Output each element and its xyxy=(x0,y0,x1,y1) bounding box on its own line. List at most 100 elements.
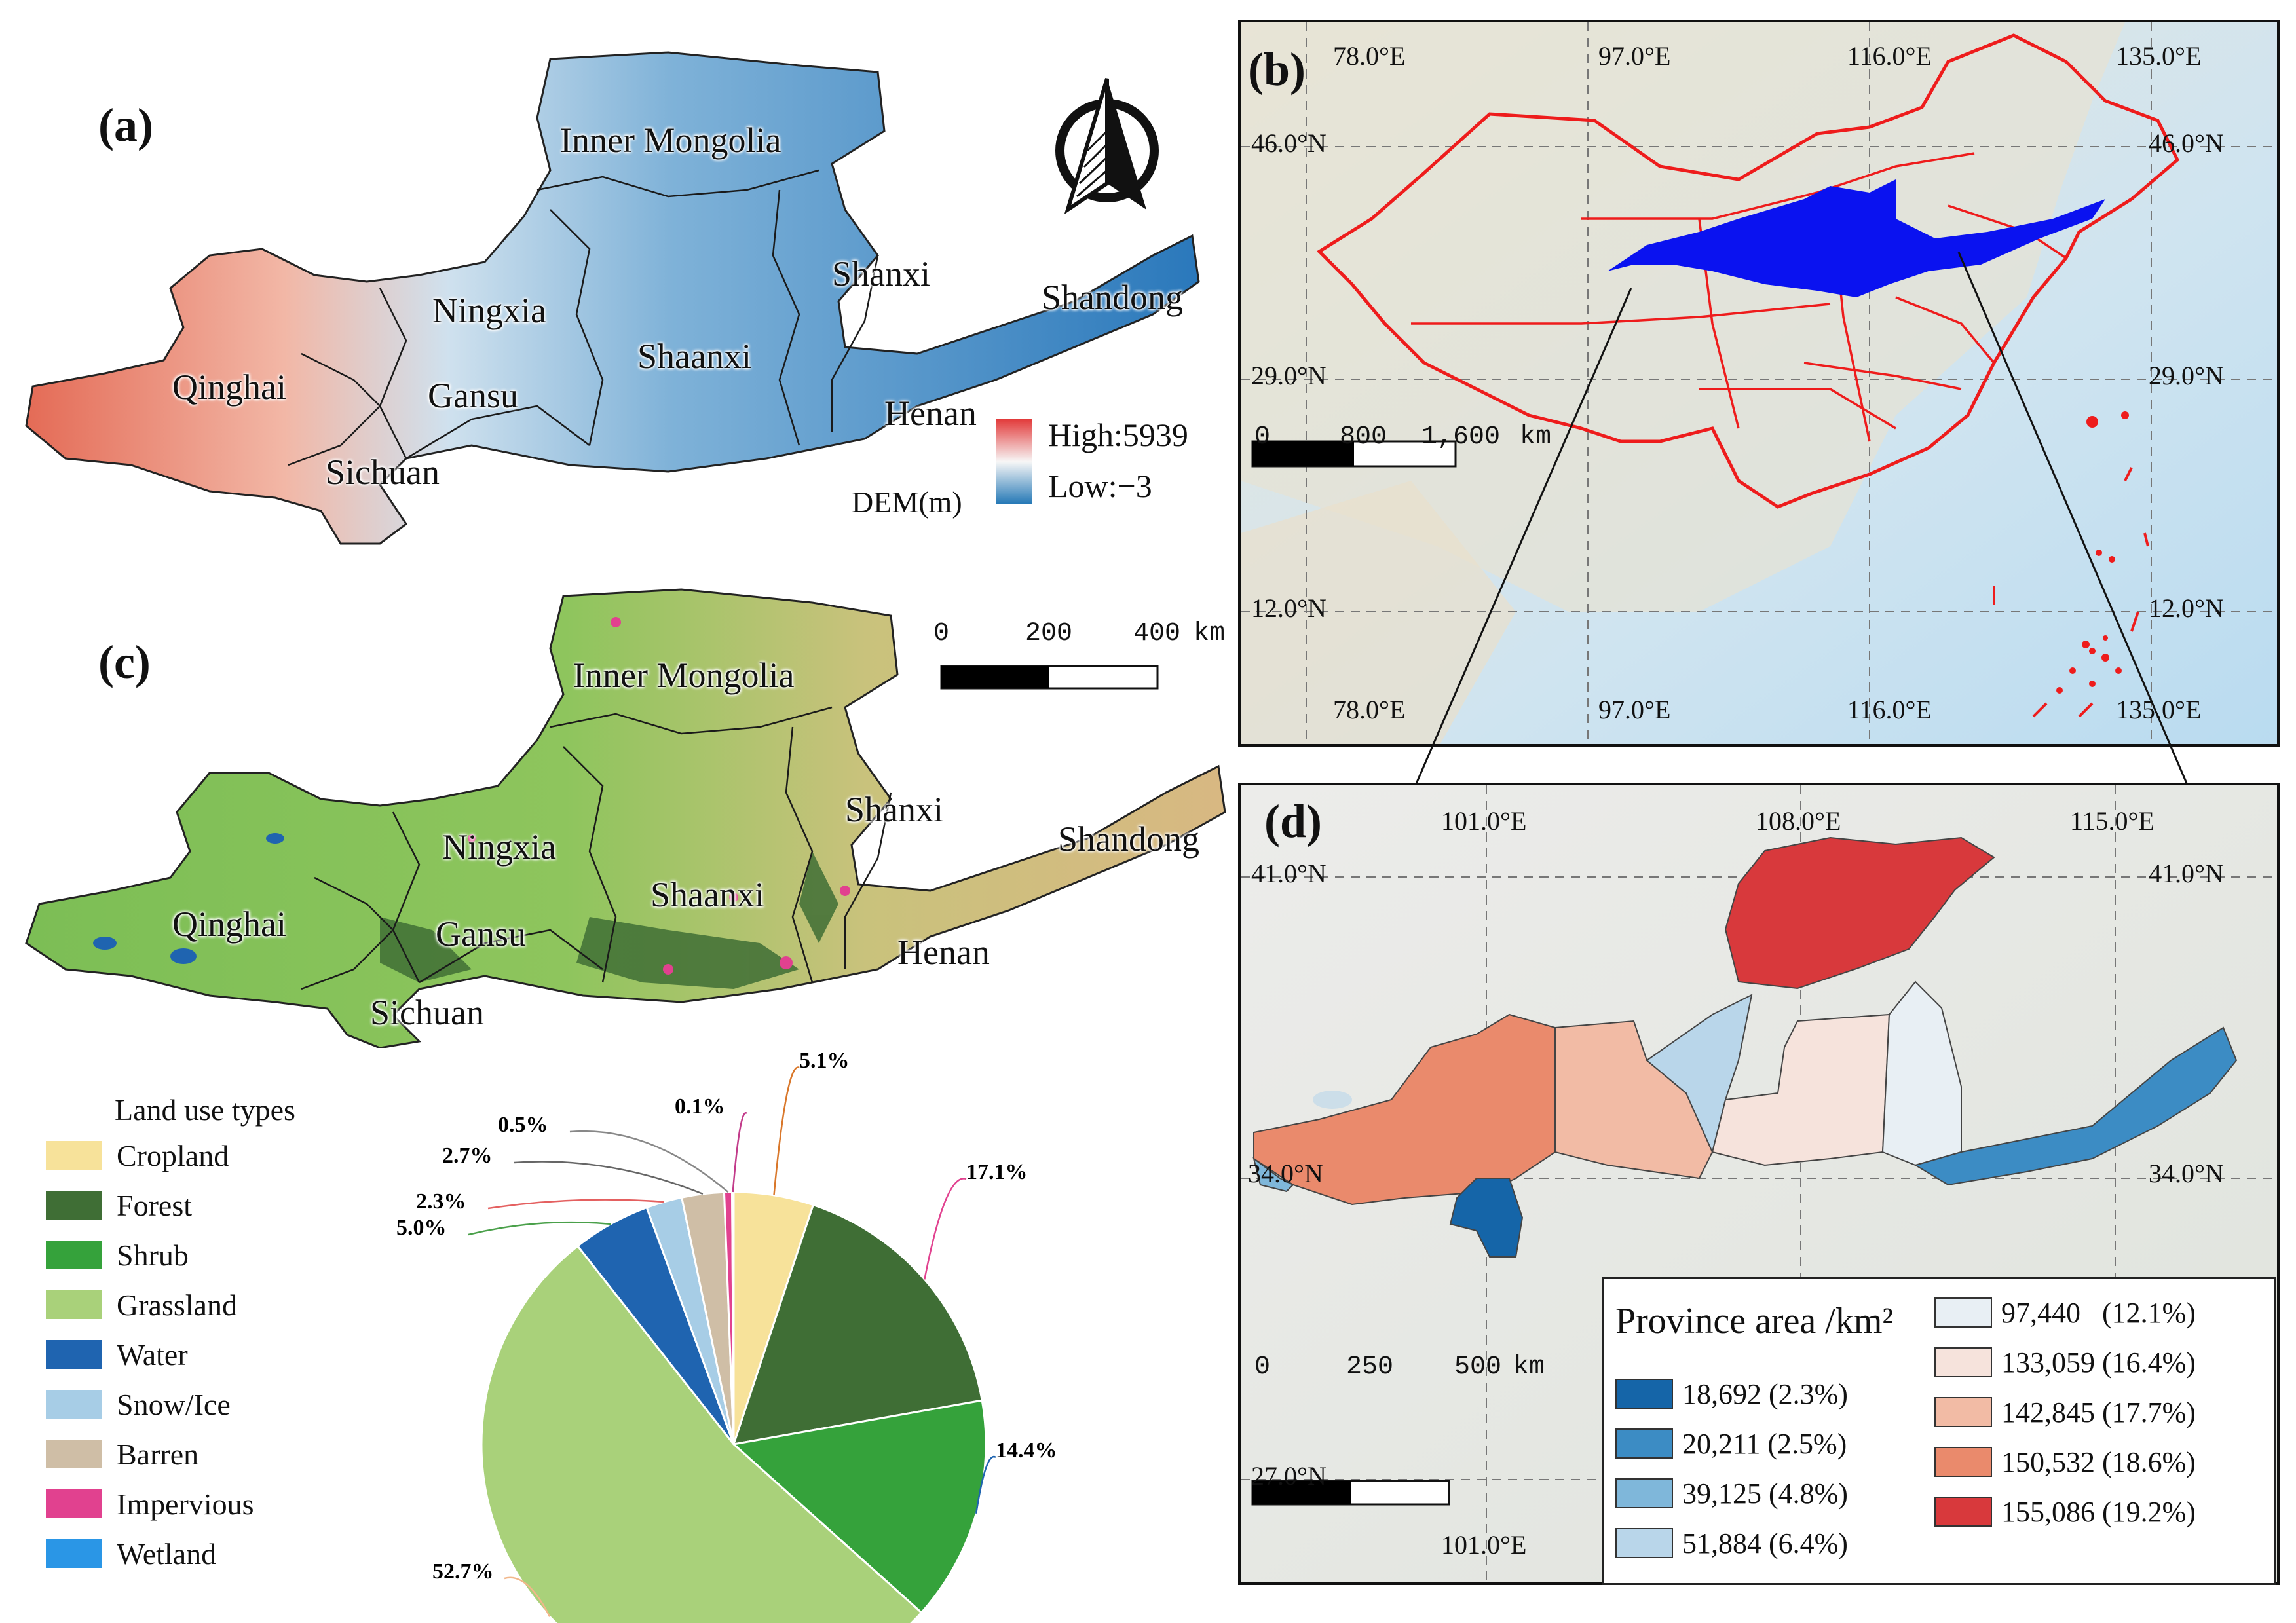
c-scale-unit: km xyxy=(1194,619,1226,648)
b-lat-left-2: 29.0°N xyxy=(1251,361,1327,390)
b-lon-top-1: 78.0°E xyxy=(1333,41,1406,71)
pie-leader-line xyxy=(924,1178,967,1280)
area-class-label: 155,086 (19.2%) xyxy=(2001,1495,2196,1528)
d-lon-top-3: 115.0°E xyxy=(2070,806,2155,836)
legend-swatch xyxy=(46,1489,102,1518)
province-boundaries-a xyxy=(288,169,879,466)
pie-leader-line xyxy=(569,1130,729,1193)
b-scale-1: 800 xyxy=(1340,422,1387,452)
d-lon-top-1: 101.0°E xyxy=(1441,806,1527,836)
area-class-swatch xyxy=(1615,1379,1673,1409)
pie-label-wetland: 0.1% xyxy=(675,1094,725,1119)
d-scale-1: 250 xyxy=(1346,1352,1394,1382)
pie-label-water: 5.0% xyxy=(396,1216,447,1240)
land-use-pie-chart: 5.1% 17.1% 14.4% 52.7% 5.0%2.3% 2.7%0.5% 0.1% xyxy=(396,1049,1057,1623)
label-inner-mongolia-a: Inner Mongolia xyxy=(560,121,781,160)
area-class-label: 39,125 (4.8%) xyxy=(1682,1477,1848,1510)
c-scale-1: 200 xyxy=(1025,619,1073,648)
pie-label-impervious: 0.5% xyxy=(498,1113,548,1137)
dem-map xyxy=(25,51,1200,545)
legend-item-shrub: Shrub xyxy=(46,1238,189,1272)
d-lon-bottom-1: 101.0°E xyxy=(1441,1530,1527,1559)
d-lat-right-2: 34.0°N xyxy=(2149,1159,2224,1188)
area-class-5: 97,440 (12.1%) xyxy=(1934,1295,2196,1330)
area-class-swatch xyxy=(1615,1528,1673,1558)
d-scale-0: 0 xyxy=(1254,1352,1271,1382)
area-class-label: 133,059 (16.4%) xyxy=(2001,1346,2196,1379)
b-lon-bottom-3: 116.0°E xyxy=(1847,695,1932,724)
legend-item-barren: Barren xyxy=(46,1437,198,1471)
legend-swatch xyxy=(46,1340,102,1369)
area-class-4: 51,884 (6.4%) xyxy=(1615,1525,1848,1561)
pie-leader-line xyxy=(773,1066,800,1196)
label-gansu-a: Gansu xyxy=(428,376,518,415)
label-ningxia-c: Ningxia xyxy=(442,827,556,867)
label-sichuan-c: Sichuan xyxy=(370,993,484,1032)
dem-legend-bar xyxy=(996,419,1032,504)
pie-label-forest: 17.1% xyxy=(966,1160,1028,1184)
legend-label: Forest xyxy=(117,1188,192,1222)
b-lat-right-2: 29.0°N xyxy=(2149,361,2224,390)
province-area-legend-title: Province area /km² xyxy=(1615,1301,1894,1341)
label-shanxi-c: Shanxi xyxy=(845,790,944,829)
label-shanxi-a: Shanxi xyxy=(832,254,931,293)
legend-item-water: Water xyxy=(46,1337,188,1371)
dem-legend-title: DEM(m) xyxy=(852,485,962,519)
legend-swatch xyxy=(46,1440,102,1468)
pie-label-shrub: 14.4% xyxy=(996,1438,1057,1463)
area-class-label: 150,532 (18.6%) xyxy=(2001,1446,2196,1478)
d-lat-left-3: 27.0°N xyxy=(1251,1461,1327,1491)
forest-patches xyxy=(380,851,838,989)
b-lon-bottom-2: 97.0°E xyxy=(1598,695,1671,724)
pie-leader-line xyxy=(504,1576,551,1617)
d-lat-left-2: 34.0°N xyxy=(1248,1159,1323,1188)
north-arrow-icon xyxy=(1055,78,1159,215)
pie-label-barren: 2.7% xyxy=(442,1144,493,1168)
b-scale-0: 0 xyxy=(1254,422,1271,452)
area-class-9: 155,086 (19.2%) xyxy=(1934,1494,2196,1529)
area-class-1: 18,692 (2.3%) xyxy=(1615,1376,1848,1411)
area-class-label: 20,211 (2.5%) xyxy=(1682,1427,1847,1460)
label-inner-mongolia-c: Inner Mongolia xyxy=(573,656,795,695)
legend-swatch xyxy=(46,1390,102,1419)
land-use-legend-title: Land use types xyxy=(115,1093,295,1127)
legend-swatch xyxy=(46,1191,102,1220)
legend-item-grassland: Grassland xyxy=(46,1288,237,1322)
area-class-swatch xyxy=(1615,1428,1673,1459)
basin-landuse xyxy=(25,588,1226,1048)
water-patches xyxy=(93,833,284,964)
area-class-swatch xyxy=(1934,1297,1992,1328)
pie-leader-line xyxy=(487,1199,664,1210)
legend-label: Cropland xyxy=(117,1138,229,1172)
d-scale-unit: km xyxy=(1513,1352,1545,1382)
label-shandong-c: Shandong xyxy=(1058,819,1199,859)
label-gansu-c: Gansu xyxy=(436,914,526,954)
area-class-swatch xyxy=(1934,1347,1992,1377)
legend-swatch xyxy=(46,1539,102,1568)
area-class-swatch xyxy=(1934,1447,1992,1477)
label-henan-a: Henan xyxy=(884,394,977,433)
area-class-label: 51,884 (6.4%) xyxy=(1682,1527,1848,1559)
d-scale-2: 500 xyxy=(1454,1352,1502,1382)
legend-label: Shrub xyxy=(117,1238,189,1272)
label-henan-c: Henan xyxy=(897,933,990,972)
area-class-label: 18,692 (2.3%) xyxy=(1682,1377,1848,1410)
legend-item-cropland: Cropland xyxy=(46,1138,229,1172)
b-scale-2: 1,600 xyxy=(1421,422,1501,452)
pie-label-grassland: 52.7% xyxy=(432,1559,494,1584)
legend-item-snow-ice: Snow/Ice xyxy=(46,1387,231,1421)
impervious-patches xyxy=(468,617,850,975)
area-class-swatch xyxy=(1934,1497,1992,1527)
area-class-swatch xyxy=(1934,1397,1992,1427)
area-class-2: 20,211 (2.5%) xyxy=(1615,1426,1847,1461)
d-lat-right-1: 41.0°N xyxy=(2149,859,2224,888)
land-use-map xyxy=(25,588,1226,1048)
pie-label-cropland: 5.1% xyxy=(799,1049,850,1073)
dem-low-label: Low:−3 xyxy=(1048,468,1152,504)
d-lon-top-2: 108.0°E xyxy=(1756,806,1841,836)
pie-leader-line xyxy=(468,1221,611,1236)
pie-leader-line xyxy=(732,1112,747,1193)
panel-d-label: (d) xyxy=(1264,795,1322,848)
b-lon-top-4: 135.0°E xyxy=(2116,41,2202,71)
label-ningxia-a: Ningxia xyxy=(432,291,546,330)
